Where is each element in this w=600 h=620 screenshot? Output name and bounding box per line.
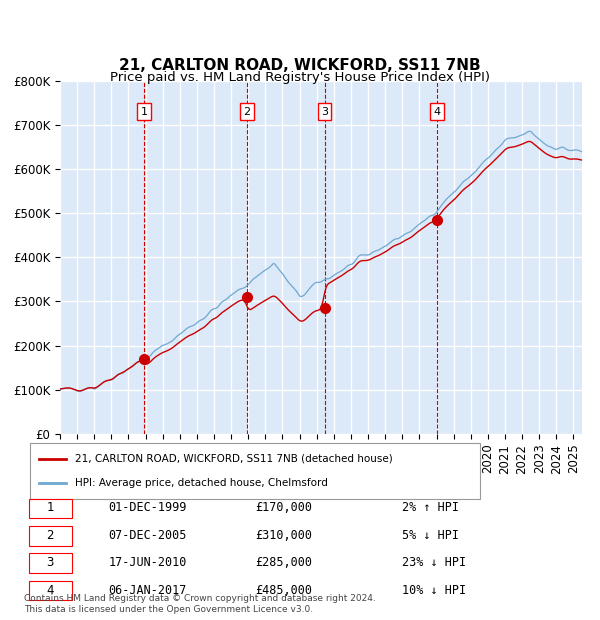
Text: Contains HM Land Registry data © Crown copyright and database right 2024.
This d: Contains HM Land Registry data © Crown c…	[24, 595, 376, 614]
FancyBboxPatch shape	[29, 498, 71, 518]
Text: £170,000: £170,000	[255, 502, 312, 514]
Text: £285,000: £285,000	[255, 556, 312, 569]
Text: 3: 3	[46, 556, 54, 569]
FancyBboxPatch shape	[29, 554, 71, 573]
Text: 21, CARLTON ROAD, WICKFORD, SS11 7NB: 21, CARLTON ROAD, WICKFORD, SS11 7NB	[119, 58, 481, 73]
Text: 2% ↑ HPI: 2% ↑ HPI	[401, 502, 458, 514]
Text: 4: 4	[46, 583, 54, 596]
Text: 10% ↓ HPI: 10% ↓ HPI	[401, 583, 466, 596]
Text: 01-DEC-1999: 01-DEC-1999	[108, 502, 187, 514]
Text: £485,000: £485,000	[255, 583, 312, 596]
Text: £310,000: £310,000	[255, 529, 312, 542]
Text: HPI: Average price, detached house, Chelmsford: HPI: Average price, detached house, Chel…	[75, 479, 328, 489]
Text: 3: 3	[321, 107, 328, 117]
Text: 2: 2	[244, 107, 251, 117]
Text: 1: 1	[140, 107, 148, 117]
Text: 5% ↓ HPI: 5% ↓ HPI	[401, 529, 458, 542]
Text: 17-JUN-2010: 17-JUN-2010	[108, 556, 187, 569]
Text: 4: 4	[433, 107, 440, 117]
FancyBboxPatch shape	[29, 581, 71, 600]
Text: 06-JAN-2017: 06-JAN-2017	[108, 583, 187, 596]
Text: Price paid vs. HM Land Registry's House Price Index (HPI): Price paid vs. HM Land Registry's House …	[110, 71, 490, 84]
Text: 2: 2	[46, 529, 54, 542]
Text: 21, CARLTON ROAD, WICKFORD, SS11 7NB (detached house): 21, CARLTON ROAD, WICKFORD, SS11 7NB (de…	[75, 454, 393, 464]
Text: 23% ↓ HPI: 23% ↓ HPI	[401, 556, 466, 569]
Text: 1: 1	[46, 502, 54, 514]
FancyBboxPatch shape	[30, 443, 480, 499]
FancyBboxPatch shape	[29, 526, 71, 546]
Text: 07-DEC-2005: 07-DEC-2005	[108, 529, 187, 542]
